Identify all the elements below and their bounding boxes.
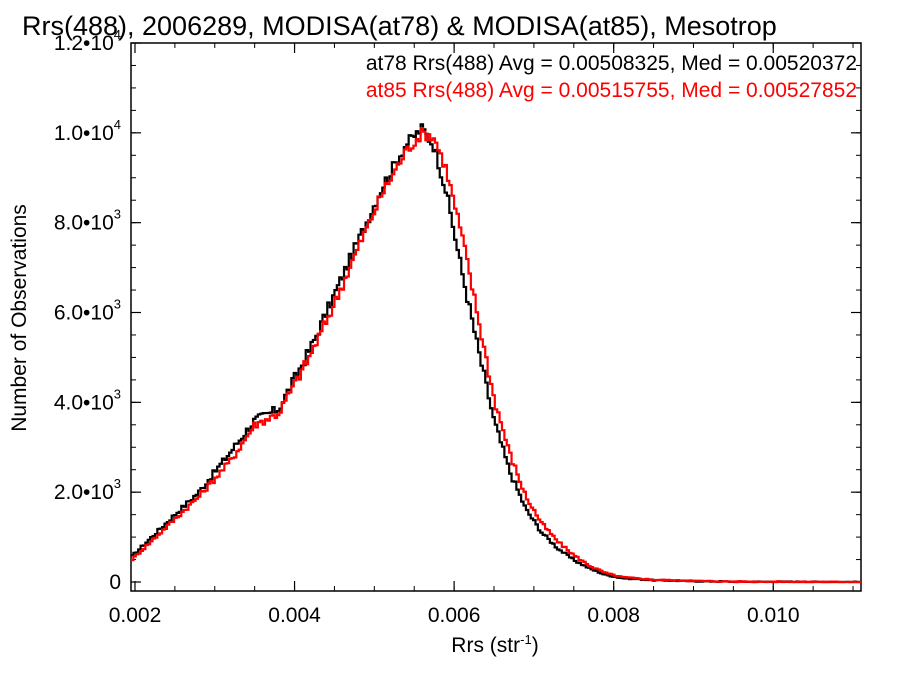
y-tick-label-3: 6.0•103 [54, 297, 121, 325]
y-axis-label: Number of Observations [8, 204, 31, 432]
x-tick-label-3: 0.008 [587, 604, 640, 627]
x-axis-label-superscript: -1 [520, 632, 532, 647]
legend-entry-at85: at85 Rrs(488) Avg = 0.00515755, Med = 0.… [366, 79, 857, 102]
series-line-at78 [131, 123, 861, 584]
x-axis-label-text: Rrs (str [451, 634, 520, 657]
y-axis-ticks: 0 2.0•103 4.0•103 6.0•103 8.0•103 1.0•104 1.2•… [54, 27, 861, 594]
y-tick-label-1: 2.0•103 [54, 476, 121, 504]
y-tick-label-5: 1.0•104 [54, 117, 121, 145]
x-tick-label-0: 0.002 [109, 604, 162, 627]
x-axis-label: Rrs (str-1) [451, 632, 538, 657]
y-tick-label-4: 8.0•103 [54, 207, 121, 235]
y-tick-label-6: 1.2•104 [54, 27, 121, 55]
x-tick-label-1: 0.004 [268, 604, 321, 627]
y-tick-label-0: 0 [109, 571, 121, 594]
series-line-at85 [131, 126, 861, 584]
x-tick-label-4: 0.010 [747, 604, 800, 627]
legend-entry-at78: at78 Rrs(488) Avg = 0.00508325, Med = 0.… [366, 52, 857, 75]
x-tick-label-2: 0.006 [428, 604, 481, 627]
series-layer [131, 123, 861, 584]
plot-frame [130, 42, 862, 592]
y-tick-label-2: 4.0•103 [54, 386, 121, 414]
x-axis-label-close: ) [532, 634, 539, 657]
chart-title: Rrs(488), 2006289, MODISA(at78) & MODISA… [22, 11, 777, 41]
x-axis-ticks: 0.002 0.004 0.006 0.008 0.010 [109, 43, 854, 627]
